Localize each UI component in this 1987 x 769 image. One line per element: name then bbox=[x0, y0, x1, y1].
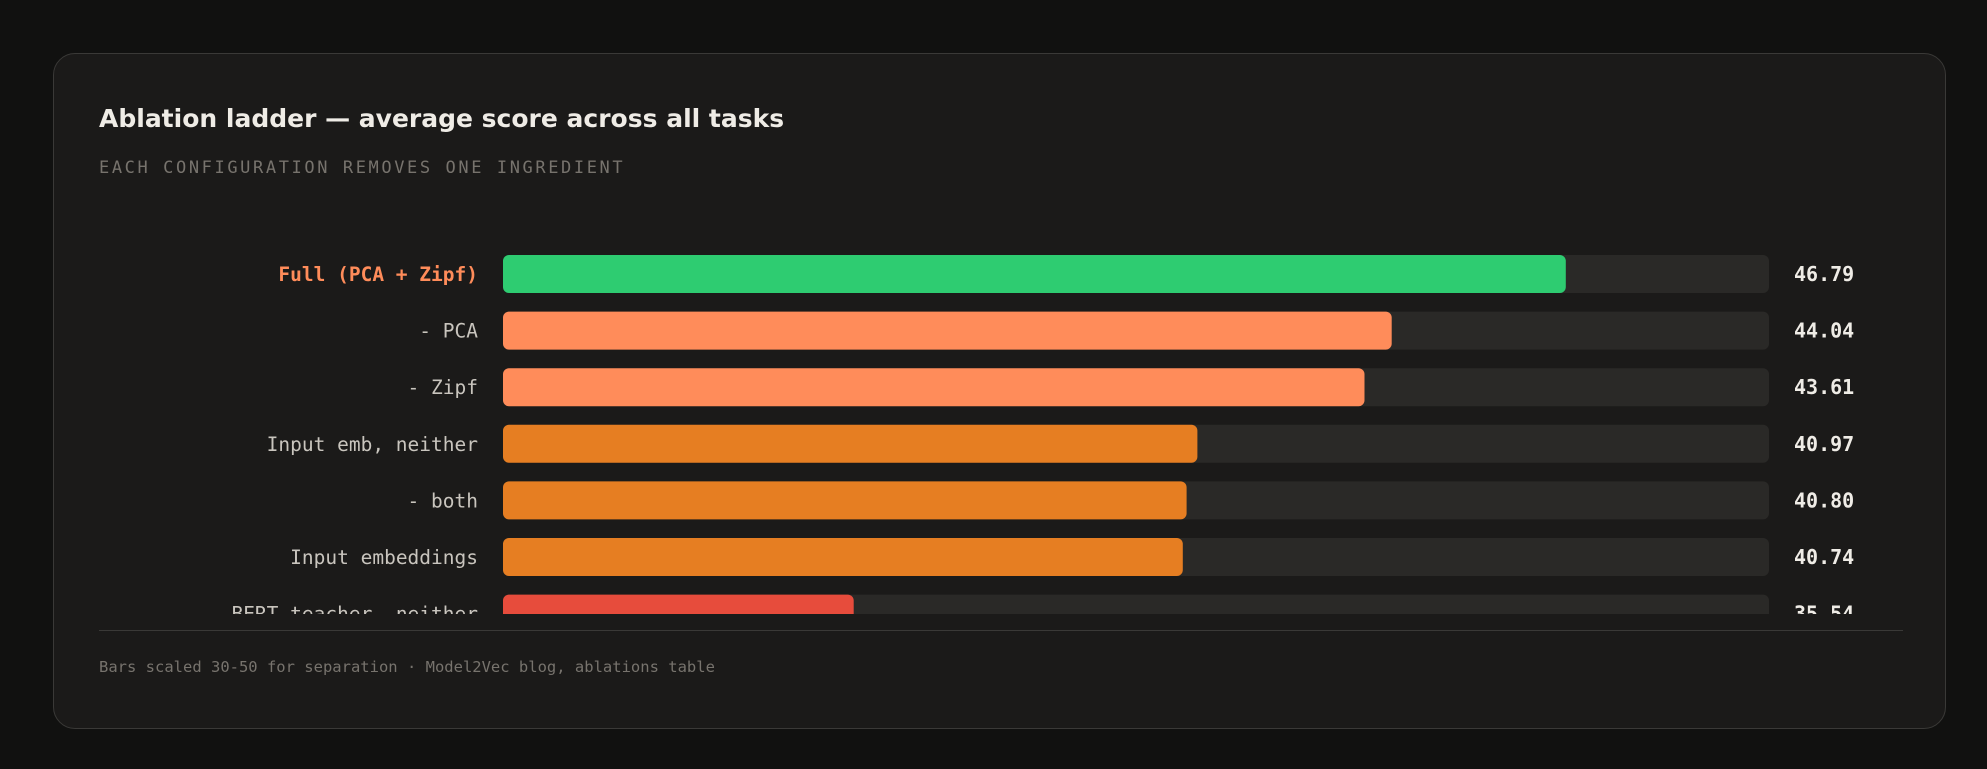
bar-row: BERT teacher, neither 35.54 bbox=[231, 594, 1854, 614]
chart-title: Ablation ladder — average score across a… bbox=[99, 104, 785, 133]
footer-divider bbox=[99, 630, 1903, 631]
chart-footnote: Bars scaled 30-50 for separation · Model… bbox=[99, 658, 715, 676]
bar bbox=[503, 311, 1392, 350]
bar bbox=[503, 255, 1566, 293]
bar-label: Full (PCA + Zipf) bbox=[278, 263, 478, 286]
value-label: 44.04 bbox=[1794, 319, 1854, 343]
chart-subtitle: EACH CONFIGURATION REMOVES ONE INGREDIEN… bbox=[99, 158, 626, 178]
bar-row: - both 40.80 bbox=[408, 481, 1854, 520]
bar bbox=[503, 368, 1365, 407]
value-label: 40.97 bbox=[1794, 432, 1854, 456]
bar-row: Full (PCA + Zipf) 46.79 bbox=[278, 255, 1854, 293]
value-label: 40.74 bbox=[1794, 545, 1854, 569]
bar-row: Input embeddings 40.74 bbox=[290, 538, 1854, 576]
bar-label: - Zipf bbox=[408, 376, 478, 399]
bar-label: Input emb, neither bbox=[267, 433, 478, 456]
bar-chart: Full (PCA + Zipf) 46.79 - PCA 44.04 - Zipf 43… bbox=[231, 255, 1854, 614]
value-label: 35.54 bbox=[1794, 602, 1854, 614]
bar-label: Input embeddings bbox=[290, 546, 478, 569]
chart-card: Ablation ladder — average score across a… bbox=[53, 53, 1946, 729]
value-label: 46.79 bbox=[1794, 262, 1854, 286]
bar-label: BERT teacher, neither bbox=[231, 603, 478, 614]
bar-row: - Zipf 43.61 bbox=[408, 368, 1854, 407]
bar-label: - both bbox=[408, 489, 478, 512]
bar bbox=[503, 538, 1183, 576]
bar bbox=[503, 481, 1187, 520]
bar bbox=[503, 594, 854, 614]
value-label: 43.61 bbox=[1794, 375, 1854, 399]
value-label: 40.80 bbox=[1794, 488, 1854, 512]
bar-label: - PCA bbox=[419, 320, 478, 343]
bar-row: - PCA 44.04 bbox=[419, 311, 1854, 350]
bar bbox=[503, 424, 1198, 463]
bar-row: Input emb, neither 40.97 bbox=[267, 424, 1854, 463]
